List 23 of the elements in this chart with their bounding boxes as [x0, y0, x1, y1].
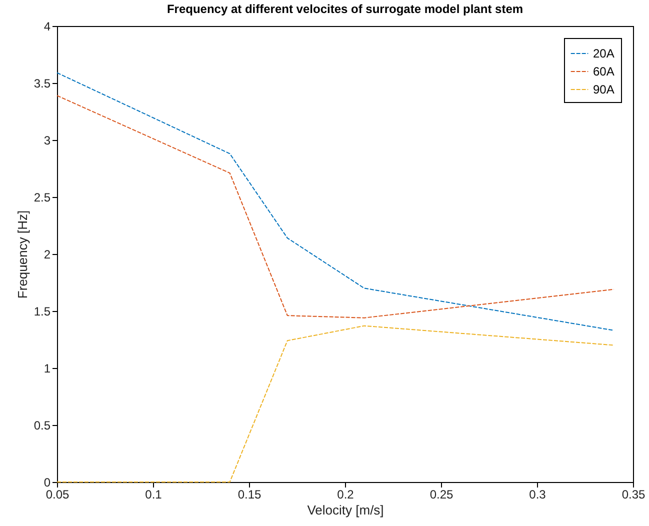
x-tick-label: 0.3 — [529, 488, 546, 502]
chart-title: Frequency at different velocites of surrogate model plant stem — [166, 2, 524, 16]
y-tick-label: 1.5 — [34, 304, 51, 318]
y-tick-label: 3 — [44, 134, 51, 148]
legend-label: 60A — [593, 64, 614, 78]
y-axis-title: Frequency [Hz] — [14, 210, 30, 299]
x-tick-label: 0.05 — [46, 488, 70, 502]
y-tick-label: 2 — [44, 248, 51, 262]
legend-label: 90A — [593, 82, 614, 96]
y-tick-label: 3.5 — [34, 76, 51, 90]
line-series — [56, 325, 614, 482]
y-tick-label: 0 — [44, 476, 51, 490]
y-tick-label: 4 — [44, 20, 51, 34]
x-tick-label: 0.15 — [238, 488, 262, 502]
y-tick-label: 1 — [44, 362, 51, 376]
legend-label: 20A — [593, 46, 614, 60]
x-tick-label: 0.2 — [337, 488, 354, 502]
x-tick-label: 0.25 — [430, 488, 454, 502]
y-tick-label: 2.5 — [34, 190, 51, 204]
x-tick-label: 0.35 — [622, 488, 646, 502]
x-tick-label: 0.1 — [145, 488, 162, 502]
x-axis-title: Velocity [m/s] — [307, 502, 384, 518]
y-tick-label: 0.5 — [34, 418, 51, 432]
